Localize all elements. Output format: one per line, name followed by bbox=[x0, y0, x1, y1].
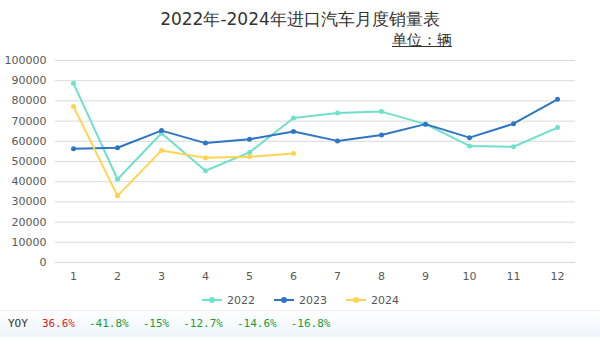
svg-text:70000: 70000 bbox=[12, 115, 47, 128]
svg-text:8: 8 bbox=[378, 270, 385, 283]
svg-text:100000: 100000 bbox=[5, 54, 47, 67]
html-text:2023: 2023 bbox=[299, 293, 327, 307]
svg-text:90000: 90000 bbox=[12, 74, 47, 87]
svg-text:11: 11 bbox=[507, 270, 521, 283]
html-text:36.6%: 36.6% bbox=[41, 317, 75, 330]
html-text:2022: 2022 bbox=[227, 293, 255, 307]
html-text:2024: 2024 bbox=[371, 293, 399, 307]
html-text:-14.6%: -14.6% bbox=[237, 317, 277, 330]
svg-text:6: 6 bbox=[290, 270, 297, 283]
html-text:-15%: -15% bbox=[142, 317, 170, 330]
svg-text:7: 7 bbox=[334, 270, 341, 283]
svg-text:10: 10 bbox=[463, 270, 477, 283]
svg-text:60000: 60000 bbox=[12, 135, 47, 148]
svg-text:12: 12 bbox=[551, 270, 565, 283]
svg-text:2: 2 bbox=[114, 270, 121, 283]
svg-text:10000: 10000 bbox=[12, 236, 47, 249]
svg-text:9: 9 bbox=[422, 270, 429, 283]
svg-text:20000: 20000 bbox=[12, 216, 47, 229]
svg-text:3: 3 bbox=[158, 270, 165, 283]
svg-text:0: 0 bbox=[40, 256, 47, 269]
html-text:-12.7%: -12.7% bbox=[183, 317, 223, 330]
svg-text:30000: 30000 bbox=[12, 195, 47, 208]
svg-text:4: 4 bbox=[202, 270, 209, 283]
html-text:-41.8%: -41.8% bbox=[89, 317, 129, 330]
svg-text:5: 5 bbox=[246, 270, 253, 283]
svg-text:80000: 80000 bbox=[12, 94, 47, 107]
html-text:单位：辆: 单位：辆 bbox=[392, 31, 452, 49]
html-text:2022年-2024年进口汽车月度销量表: 2022年-2024年进口汽车月度销量表 bbox=[160, 9, 440, 29]
html-text:YOY: YOY bbox=[8, 317, 28, 330]
svg-text:50000: 50000 bbox=[12, 155, 47, 168]
svg-text:40000: 40000 bbox=[12, 175, 47, 188]
svg-text:1: 1 bbox=[70, 270, 77, 283]
html-text:-16.8%: -16.8% bbox=[290, 317, 331, 330]
